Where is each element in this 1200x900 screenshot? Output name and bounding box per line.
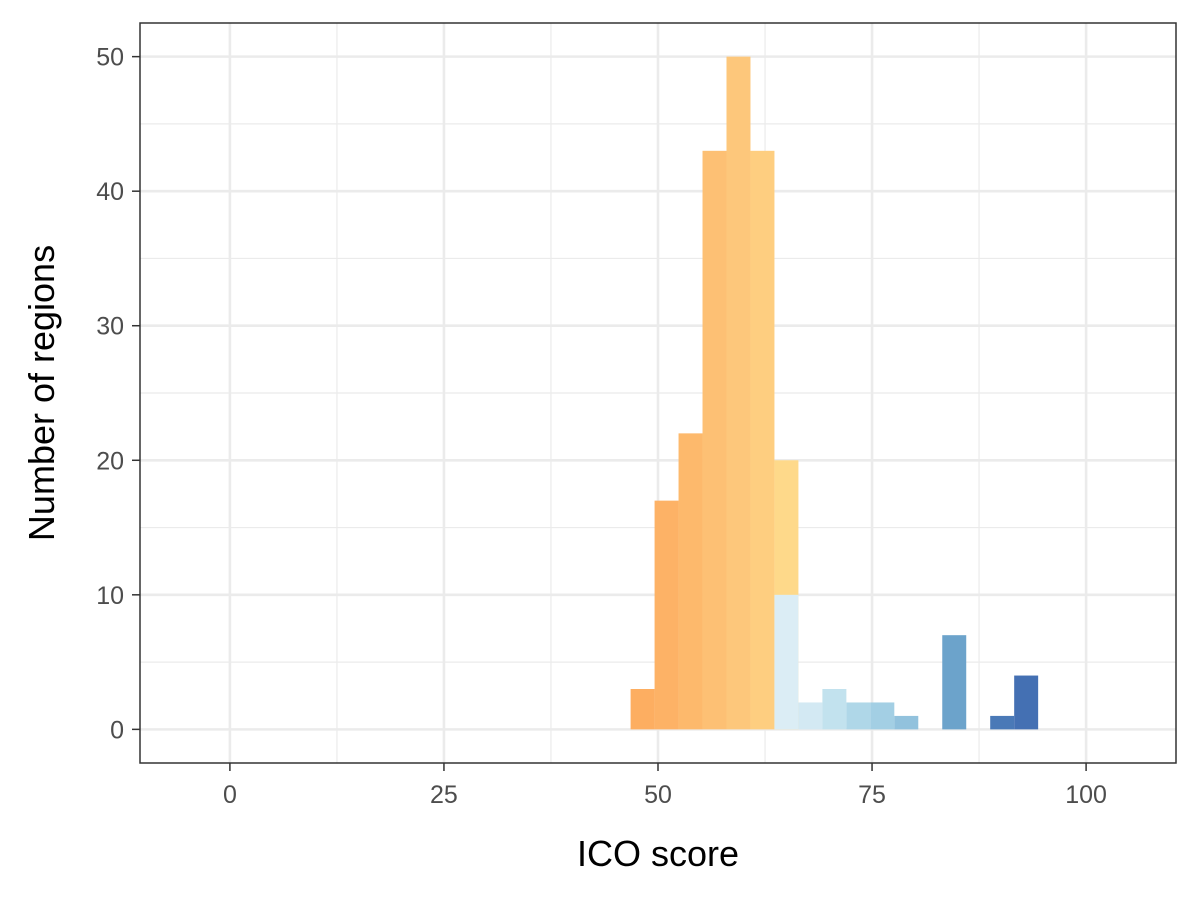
- x-tick-label: 75: [858, 781, 886, 809]
- histogram-bar: [1014, 675, 1039, 730]
- x-tick-label: 100: [1065, 781, 1107, 809]
- y-tick-label: 50: [96, 44, 124, 72]
- y-axis-title: Number of regions: [21, 245, 62, 541]
- y-tick-label: 10: [96, 582, 124, 610]
- histogram-bar: [798, 702, 823, 730]
- histogram-bar: [894, 715, 919, 730]
- x-tick-label: 0: [223, 781, 237, 809]
- bars: [630, 56, 1039, 730]
- histogram-bar: [942, 635, 967, 730]
- histogram-bar: [654, 500, 679, 730]
- y-axis-ticks: 0 10 20 30 40 50: [96, 44, 140, 744]
- y-tick-label: 30: [96, 313, 124, 341]
- x-tick-label: 25: [430, 781, 458, 809]
- histogram-bar: [774, 594, 799, 730]
- histogram-bar: [630, 689, 655, 730]
- histogram-bar: [678, 433, 703, 730]
- histogram-bar: [870, 702, 895, 730]
- histogram-bar: [726, 56, 751, 730]
- x-axis-ticks: 0 25 50 75 100: [223, 763, 1107, 809]
- histogram-bar: [822, 689, 847, 730]
- histogram-bar: [750, 150, 775, 730]
- histogram-bar: [702, 150, 727, 730]
- histogram-bar: [990, 715, 1015, 730]
- y-tick-label: 40: [96, 178, 124, 206]
- y-tick-label: 0: [110, 716, 124, 744]
- x-tick-label: 50: [644, 781, 672, 809]
- y-tick-label: 20: [96, 447, 124, 475]
- histogram-bar: [846, 702, 871, 730]
- x-axis-title: ICO score: [577, 833, 739, 874]
